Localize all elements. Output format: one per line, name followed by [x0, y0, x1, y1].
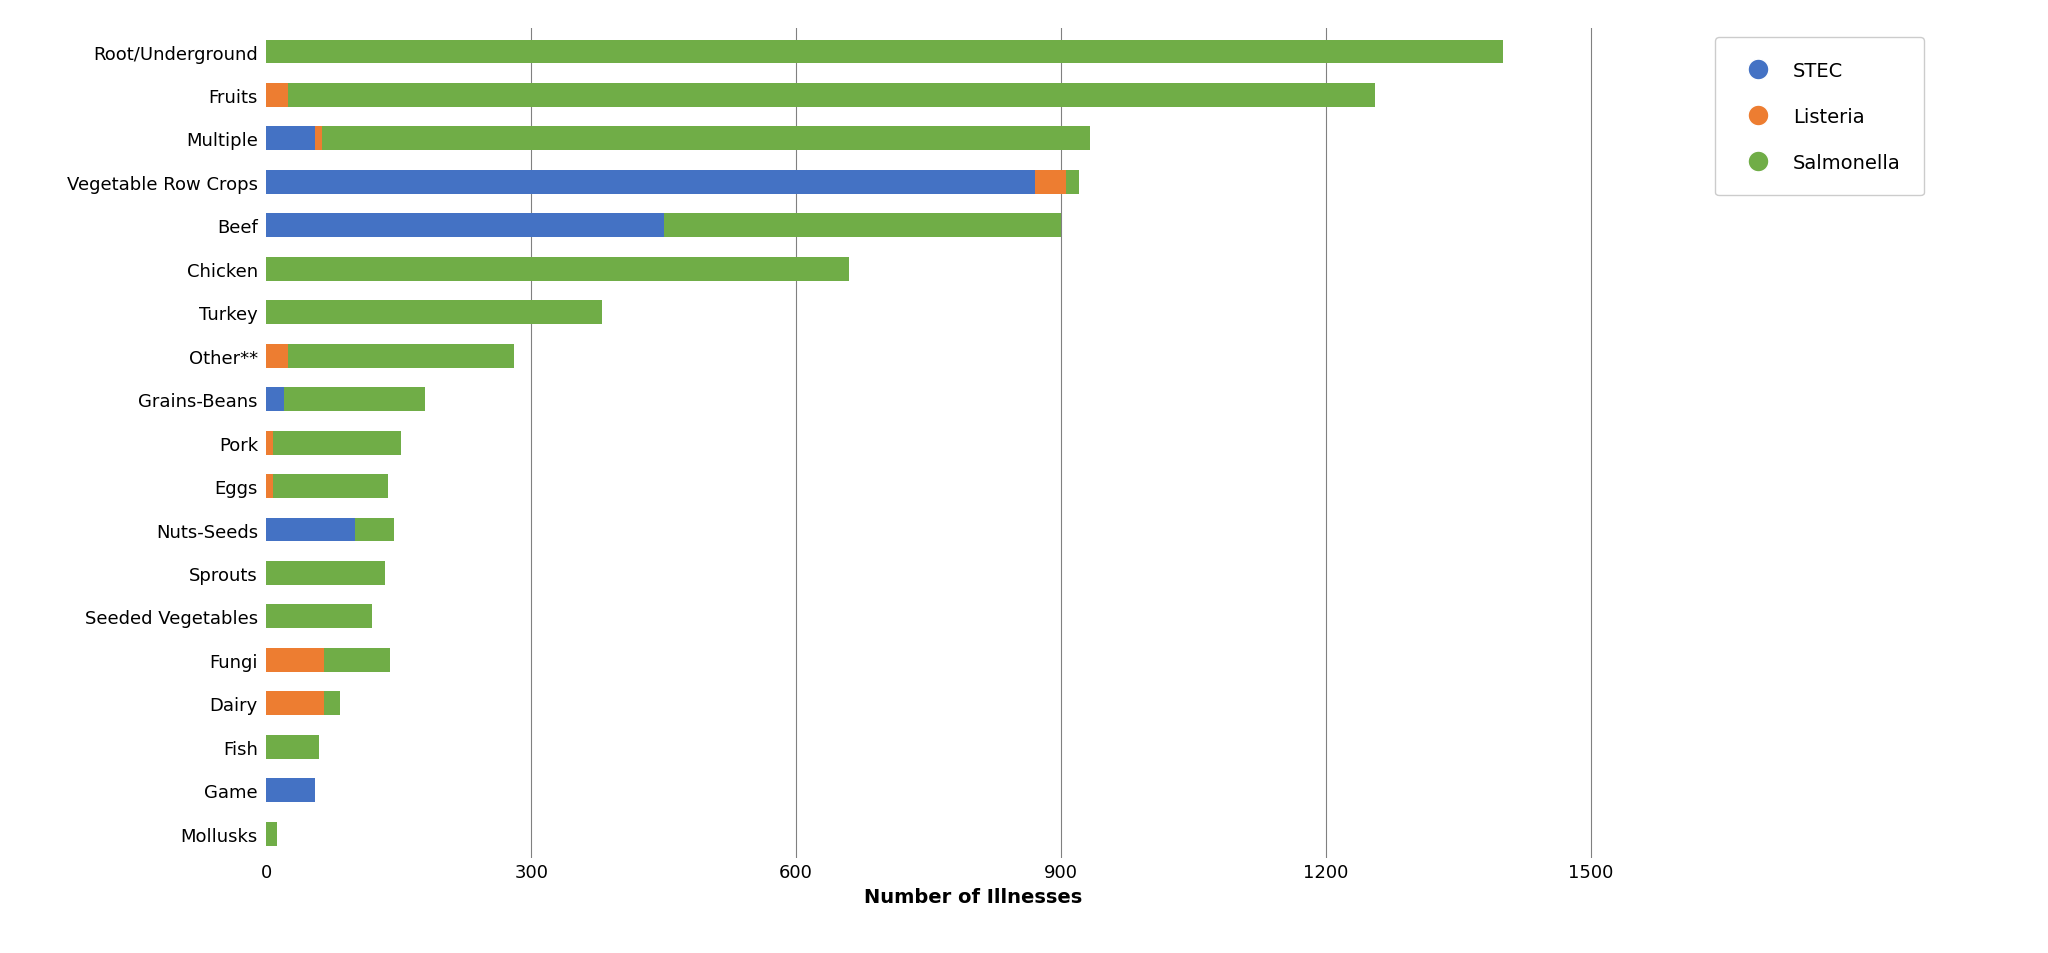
Bar [266, 128, 315, 152]
Bar [354, 518, 395, 542]
Bar [266, 388, 285, 412]
Bar [266, 518, 354, 542]
Bar [266, 561, 385, 585]
Bar [272, 431, 401, 456]
Bar [266, 779, 315, 802]
Bar [272, 475, 389, 498]
Bar [266, 605, 373, 629]
Bar [266, 301, 602, 325]
Bar [266, 692, 324, 716]
Bar [285, 388, 426, 412]
Bar [1034, 171, 1065, 194]
Bar [266, 735, 319, 759]
Bar [266, 648, 324, 672]
Legend: STEC, Listeria, Salmonella: STEC, Listeria, Salmonella [1714, 38, 1923, 196]
Bar [266, 41, 1503, 65]
Bar [289, 344, 514, 368]
Bar [266, 257, 850, 281]
Bar [324, 648, 389, 672]
Bar [315, 128, 322, 152]
Bar [266, 821, 276, 845]
Bar [266, 431, 272, 456]
Bar [266, 171, 1034, 194]
Bar [266, 475, 272, 498]
Bar [266, 84, 289, 108]
Bar [664, 214, 1061, 238]
Bar [1065, 171, 1079, 194]
Bar [324, 692, 340, 716]
X-axis label: Number of Illnesses: Number of Illnesses [864, 887, 1081, 905]
Bar [266, 344, 289, 368]
Bar [266, 214, 664, 238]
Bar [289, 84, 1374, 108]
Bar [322, 128, 1090, 152]
